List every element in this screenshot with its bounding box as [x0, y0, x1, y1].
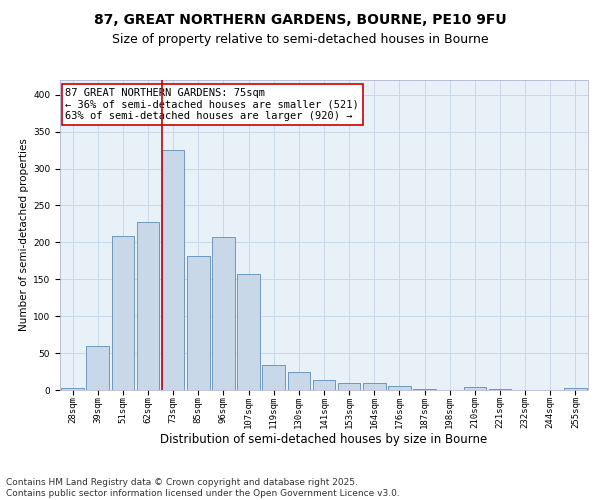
Text: Size of property relative to semi-detached houses in Bourne: Size of property relative to semi-detach…: [112, 32, 488, 46]
Bar: [287, 372, 310, 390]
X-axis label: Distribution of semi-detached houses by size in Bourne: Distribution of semi-detached houses by …: [160, 432, 488, 446]
Bar: [413, 388, 436, 390]
Bar: [388, 386, 411, 390]
Y-axis label: Number of semi-detached properties: Number of semi-detached properties: [19, 138, 29, 332]
Bar: [363, 384, 386, 390]
Bar: [187, 256, 209, 390]
Bar: [212, 237, 235, 390]
Text: Contains HM Land Registry data © Crown copyright and database right 2025.
Contai: Contains HM Land Registry data © Crown c…: [6, 478, 400, 498]
Bar: [313, 380, 335, 390]
Bar: [137, 222, 160, 390]
Bar: [61, 388, 84, 390]
Bar: [86, 346, 109, 390]
Text: 87, GREAT NORTHERN GARDENS, BOURNE, PE10 9FU: 87, GREAT NORTHERN GARDENS, BOURNE, PE10…: [94, 12, 506, 26]
Bar: [112, 236, 134, 390]
Bar: [262, 365, 285, 390]
Bar: [237, 274, 260, 390]
Bar: [338, 382, 361, 390]
Text: 87 GREAT NORTHERN GARDENS: 75sqm
← 36% of semi-detached houses are smaller (521): 87 GREAT NORTHERN GARDENS: 75sqm ← 36% o…: [65, 88, 359, 121]
Bar: [162, 150, 184, 390]
Bar: [464, 387, 486, 390]
Bar: [564, 388, 587, 390]
